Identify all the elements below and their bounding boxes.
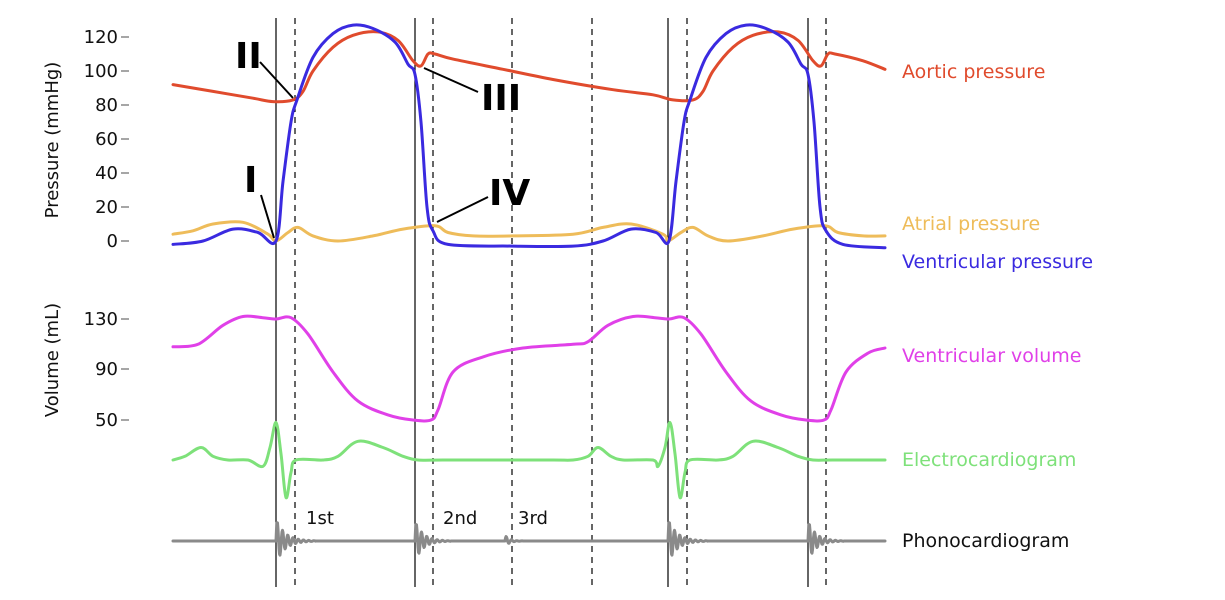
pressure-tick-label: 0 — [107, 231, 118, 252]
phase-pointer-line — [259, 61, 294, 99]
pressure-axis-title: Pressure (mmHg) — [42, 62, 63, 219]
volume-axis-title: Volume (mL) — [42, 303, 63, 417]
pressure-tick-label: 120 — [84, 27, 118, 48]
ventricular-volume-line — [171, 314, 887, 423]
legend-ventricular-pressure: Ventricular pressure — [902, 251, 1093, 273]
legend: Aortic pressure Atrial pressure Ventricu… — [902, 61, 1093, 552]
pressure-tick-label: 80 — [95, 95, 118, 116]
electrocardiogram-line — [171, 420, 887, 500]
phase-pointer-line — [436, 196, 489, 223]
pressure-tick-label: 60 — [95, 129, 118, 150]
cycle-dividers — [275, 18, 827, 587]
phase-label-iv: IV — [489, 173, 530, 214]
heart-sound-first-label: 1st — [306, 508, 334, 529]
phase-annotations: I II III IV — [235, 36, 530, 239]
phase-pointer-line — [423, 67, 479, 93]
heart-sound-second-label: 2nd — [443, 508, 477, 529]
volume-axis: 50 90 130 — [84, 309, 129, 431]
pressure-tick-label: 20 — [95, 197, 118, 218]
legend-electrocardiogram: Electrocardiogram — [902, 449, 1076, 471]
volume-tick-label: 130 — [84, 309, 118, 330]
aortic-pressure-line — [171, 30, 887, 104]
heart-sound-third-label: 3rd — [518, 508, 548, 529]
legend-ventricular-volume: Ventricular volume — [902, 345, 1081, 367]
ventricular-pressure-line — [171, 23, 887, 250]
pressure-axis: 0 20 40 60 80 100 120 — [84, 27, 129, 252]
pressure-tick-label: 40 — [95, 163, 118, 184]
phase-label-ii: II — [235, 36, 262, 77]
legend-aortic-pressure: Aortic pressure — [902, 61, 1045, 83]
legend-atrial-pressure: Atrial pressure — [902, 213, 1040, 235]
phase-label-i: I — [244, 160, 257, 201]
phonocardiogram-line — [171, 521, 887, 557]
volume-tick-label: 90 — [95, 359, 118, 380]
pressure-tick-label: 100 — [84, 61, 118, 82]
legend-phonocardiogram: Phonocardiogram — [902, 530, 1069, 552]
phase-pointer-line — [260, 194, 275, 239]
volume-tick-label: 50 — [95, 410, 118, 431]
phase-label-iii: III — [481, 78, 521, 119]
